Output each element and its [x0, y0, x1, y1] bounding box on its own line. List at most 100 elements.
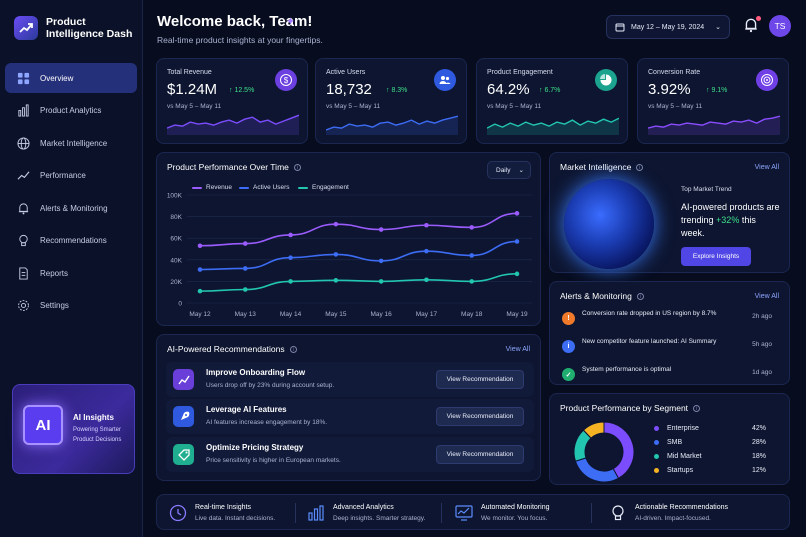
kpi-card-active-users[interactable]: Active Users 18,732 ↑ 8.3% vs May 5 – Ma… — [315, 58, 467, 144]
kpi-card-engagement[interactable]: Product Engagement 64.2% ↑ 6.7% vs May 5… — [476, 58, 628, 144]
data-point[interactable] — [333, 221, 339, 227]
data-point[interactable] — [378, 279, 384, 284]
series-line — [199, 240, 518, 271]
data-point[interactable] — [378, 227, 384, 232]
segment-swatch — [654, 467, 659, 473]
data-point[interactable] — [197, 243, 203, 249]
sidebar-item-settings[interactable]: Settings — [5, 291, 137, 321]
data-point[interactable] — [514, 271, 520, 277]
data-point[interactable] — [514, 239, 520, 244]
feature-subtitle: AI-driven. Impact-focused. — [635, 515, 711, 522]
info-icon[interactable]: i — [636, 293, 644, 300]
data-point[interactable] — [333, 252, 339, 257]
data-point[interactable] — [514, 211, 520, 216]
data-point[interactable] — [378, 258, 384, 264]
data-point[interactable] — [242, 266, 248, 271]
granularity-select[interactable]: Daily ⌄ — [487, 161, 531, 179]
recommendation-item[interactable]: Leverage AI Features AI features increas… — [166, 399, 534, 434]
data-point[interactable] — [424, 248, 429, 254]
sidebar-item-recommendations[interactable]: Recommendations — [5, 226, 137, 256]
tag-icon — [173, 444, 194, 465]
donut-slice[interactable] — [603, 421, 635, 479]
sparkle-icon: ✦ — [286, 16, 296, 28]
donut-slice[interactable] — [582, 421, 605, 439]
data-point[interactable] — [424, 222, 429, 228]
bell-icon — [18, 202, 29, 214]
sidebar-item-overview[interactable]: Overview — [5, 63, 137, 93]
market-title: Market Intelligence i — [560, 162, 644, 172]
date-range-value: May 12 – May 19, 2024 — [631, 23, 705, 31]
view-recommendation-button[interactable]: View Recommendation — [436, 370, 524, 389]
info-icon[interactable]: i — [636, 164, 644, 171]
app-logo[interactable]: Product Intelligence Dash — [14, 16, 132, 40]
performance-chart-card: Product Performance Over Time i Daily ⌄ Re… — [156, 152, 541, 326]
sidebar-item-label: Settings — [40, 301, 69, 310]
x-tick-label: May 12 — [189, 311, 211, 318]
market-view-all-link[interactable]: View All — [754, 164, 779, 171]
sidebar-item-alerts[interactable]: Alerts & Monitoring — [5, 193, 137, 223]
sidebar-item-product-analytics[interactable]: Product Analytics — [5, 96, 137, 126]
sidebar: Product Intelligence Dash Overview Produ… — [0, 0, 143, 537]
recommendations-view-all-link[interactable]: View All — [505, 346, 530, 353]
alerts-view-all-link[interactable]: View All — [754, 293, 779, 300]
recommendations-title-text: AI-Powered Recommendations — [167, 344, 285, 354]
info-icon[interactable]: i — [289, 346, 297, 353]
performance-line-chart: 0 20K 40K 60K 80K 100K May 12 May 13 May 14 May 1… — [167, 193, 532, 318]
app-title: Product Intelligence Dash — [46, 16, 132, 40]
legend-engagement[interactable]: Engagement — [298, 184, 349, 191]
kpi-comparison: vs May 5 – May 11 — [167, 103, 222, 110]
alert-item[interactable]: ! Conversion rate dropped in US region b… — [560, 309, 796, 335]
segment-swatch — [654, 439, 659, 445]
explore-insights-button[interactable]: Explore Insights — [681, 247, 751, 266]
data-point[interactable] — [288, 232, 293, 238]
alert-item[interactable]: ✓ System performance is optimal 1d ago — [560, 365, 796, 391]
sidebar-item-market-intelligence[interactable]: Market Intelligence — [5, 128, 137, 158]
kpi-label: Product Engagement — [487, 69, 553, 76]
x-tick-label: May 17 — [416, 311, 438, 318]
sidebar-item-label: Market Intelligence — [40, 138, 108, 148]
sidebar-item-performance[interactable]: Performance — [5, 161, 137, 191]
view-recommendation-button[interactable]: View Recommendation — [436, 445, 524, 464]
data-point[interactable] — [469, 225, 475, 230]
app-title-line1: Product — [46, 16, 86, 28]
sidebar-item-reports[interactable]: Reports — [5, 258, 137, 288]
data-point[interactable] — [197, 267, 203, 272]
data-point[interactable] — [288, 255, 293, 260]
clock-icon — [169, 504, 187, 522]
data-point[interactable] — [242, 241, 248, 246]
legend-revenue[interactable]: Revenue — [192, 184, 232, 191]
data-point[interactable] — [242, 287, 248, 292]
alerts-title-text: Alerts & Monitoring — [560, 291, 632, 301]
data-point[interactable] — [469, 279, 475, 284]
alert-item[interactable]: i New competitor feature launched: AI Su… — [560, 337, 796, 363]
data-point[interactable] — [424, 277, 429, 283]
info-icon[interactable]: i — [693, 405, 701, 412]
segment-pct: 42% — [751, 424, 766, 432]
user-avatar[interactable]: TS — [769, 15, 791, 37]
legend-swatch — [192, 186, 202, 189]
kpi-sparkline — [648, 115, 780, 135]
data-point[interactable] — [469, 253, 475, 258]
info-icon[interactable]: i — [293, 164, 301, 171]
granularity-value: Daily — [496, 166, 511, 174]
y-tick-label: 0 — [178, 301, 182, 308]
kpi-comparison: vs May 5 – May 11 — [648, 103, 703, 110]
notification-bell-icon[interactable] — [743, 17, 759, 33]
data-point[interactable] — [333, 278, 339, 283]
donut-slice[interactable] — [574, 457, 620, 483]
data-point[interactable] — [197, 288, 203, 294]
kpi-card-conversion[interactable]: Conversion Rate 3.92% ↑ 9.1% vs May 5 – … — [637, 58, 789, 144]
legend-active-users[interactable]: Active Users — [239, 184, 289, 191]
recommendation-item[interactable]: Improve Onboarding Flow Users drop off b… — [166, 362, 534, 397]
date-range-picker[interactable]: May 12 – May 19, 2024 ⌄ — [606, 15, 730, 39]
kpi-delta: ↑ 8.3% — [386, 87, 408, 94]
ai-insights-card[interactable]: AI AI Insights Powering Smarter Product … — [12, 384, 135, 474]
recommendation-item[interactable]: Optimize Pricing Strategy Price sensitiv… — [166, 437, 534, 472]
warning-icon: ! — [562, 312, 575, 325]
view-recommendation-button[interactable]: View Recommendation — [436, 407, 524, 426]
dollar-icon: $ — [275, 69, 297, 91]
data-point[interactable] — [288, 279, 293, 284]
recommendations-title: AI-Powered Recommendations i — [167, 344, 297, 354]
kpi-sparkline — [487, 117, 619, 135]
kpi-card-revenue[interactable]: Total Revenue $1.24M ↑ 12.5% vs May 5 – … — [156, 58, 308, 144]
